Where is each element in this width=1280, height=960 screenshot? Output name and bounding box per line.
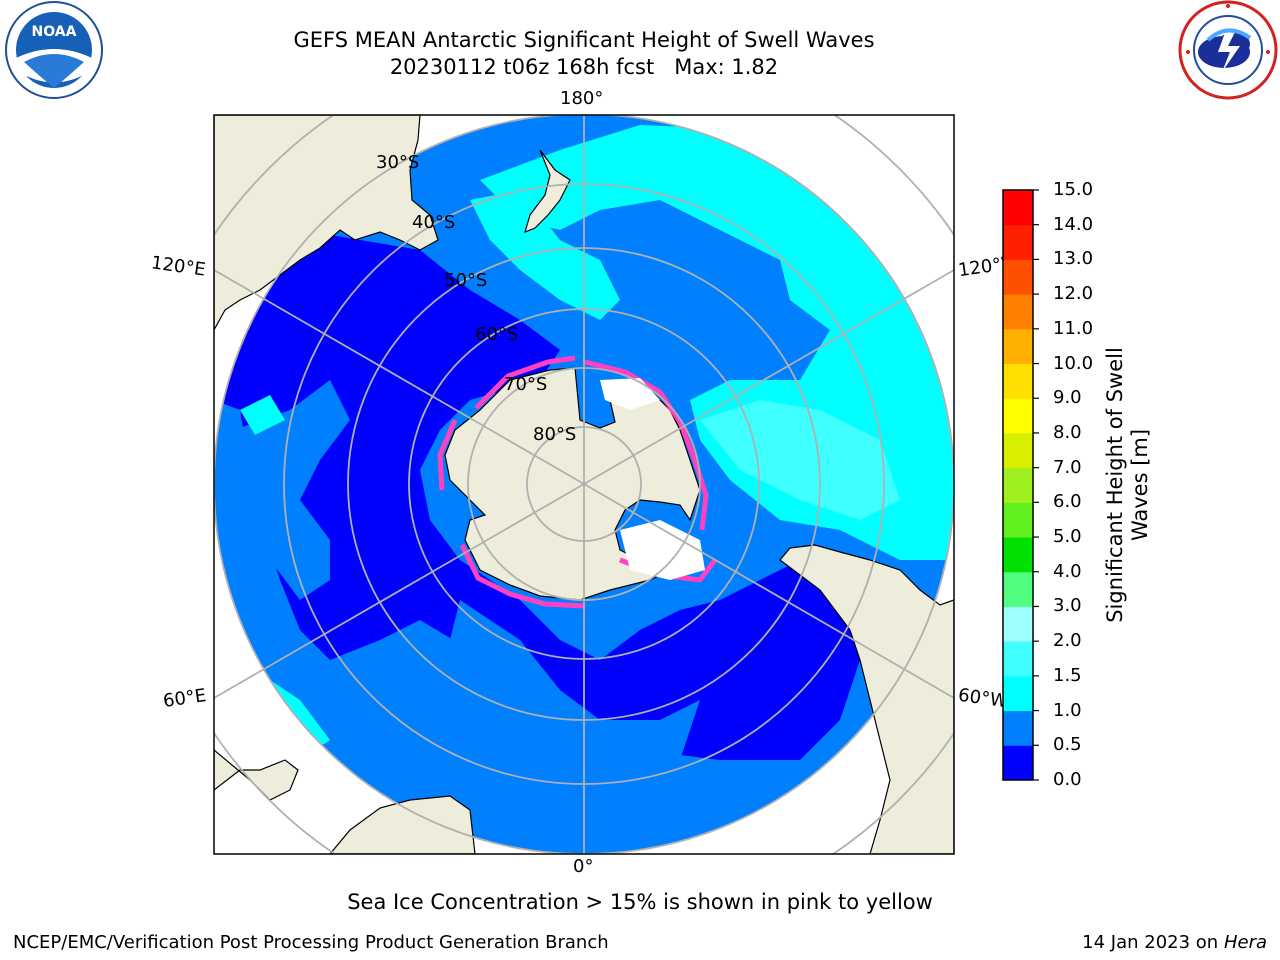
colorbar-tick-label: 11.0	[1053, 317, 1094, 339]
colorbar-segment	[1003, 571, 1033, 607]
colorbar-segment	[1003, 641, 1033, 677]
colorbar-segment	[1003, 710, 1033, 746]
map-frame	[213, 114, 955, 855]
colorbar-tick-label: 14.0	[1053, 213, 1094, 235]
noaa-logo: NOAA	[5, 1, 103, 99]
colorbar-tick-label: 13.0	[1053, 248, 1094, 270]
colorbar-segment	[1003, 537, 1033, 573]
nws-logo	[1178, 0, 1278, 100]
colorbar	[1002, 189, 1039, 781]
lat-label-30s: 30°S	[376, 152, 420, 173]
sea-ice-note-text: Sea Ice Concentration > 15% is shown in …	[347, 890, 933, 914]
sea-ice-note: Sea Ice Concentration > 15% is shown in …	[0, 890, 1280, 914]
colorbar-segment	[1003, 328, 1033, 365]
colorbar-tick-label: 0.5	[1053, 734, 1082, 756]
colorbar-segment	[1003, 398, 1033, 434]
lat-label-80s: 80°S	[533, 424, 577, 445]
colorbar-segment	[1003, 502, 1033, 538]
swell-1.0-1.5-tasman	[470, 190, 620, 320]
colorbar-title-line1: Significant Height of Swell	[1103, 347, 1127, 623]
colorbar-tick-label: 5.0	[1053, 526, 1082, 548]
colorbar-tick-label: 0.0	[1053, 769, 1082, 790]
antarctica	[444, 367, 701, 601]
footer-credit: NCEP/EMC/Verification Post Processing Pr…	[13, 932, 609, 953]
colorbar-tick-label: 4.0	[1053, 560, 1082, 582]
land-masses	[214, 115, 954, 854]
lat-label-40s: 40°S	[412, 212, 456, 233]
lat-label-50s: 50°S	[444, 270, 488, 291]
colorbar-segment	[1003, 606, 1033, 642]
colorbar-segment	[1003, 675, 1033, 712]
footer-date-text: 14 Jan 2023 on	[1082, 932, 1224, 953]
colorbar-tick-label: 6.0	[1053, 491, 1082, 513]
swell-0.5-1.0-west-band	[234, 380, 350, 600]
south-america	[779, 544, 954, 854]
colorbar-tick-label: 1.0	[1053, 699, 1082, 721]
colorbar-segment	[1003, 259, 1033, 295]
lat-label-60s: 60°S	[475, 324, 519, 345]
lon-label-0: 0°	[573, 856, 594, 877]
noaa-logo-text: NOAA	[32, 24, 77, 40]
chart-title: GEFS MEAN Antarctic Significant Height o…	[293, 28, 875, 52]
longitude-lines	[214, 115, 954, 854]
colorbar-tick-label: 15.0	[1053, 179, 1094, 200]
new-zealand	[524, 149, 571, 234]
colorbar-tick-label: 7.0	[1053, 456, 1082, 478]
colorbar-segment	[1003, 745, 1033, 781]
colorbar-segment	[1003, 432, 1033, 469]
footer-date: 14 Jan 2023 on Hera	[1082, 932, 1267, 953]
colorbar-tick-label: 12.0	[1053, 283, 1094, 305]
colorbar-segment	[1003, 363, 1033, 399]
colorbar-segment	[1003, 224, 1033, 260]
colorbar-tick-label: 9.0	[1053, 387, 1082, 409]
swell-1.0-1.5-indian	[240, 395, 285, 435]
chart-subtitle: 20230112 t06z 168h fcst Max: 1.82	[389, 55, 779, 79]
lon-label-180: 180°	[560, 88, 604, 109]
colorbar-title-line2: Waves [m]	[1128, 428, 1152, 542]
lat-label-70s: 70°S	[504, 374, 548, 395]
colorbar-segment	[1003, 467, 1033, 503]
colorbar-title: Significant Height of Swell Waves [m]	[1103, 347, 1153, 623]
colorbar-frame	[1002, 189, 1034, 781]
swell-0.5-1.0-south-band	[440, 600, 700, 790]
colorbar-segment	[1003, 294, 1033, 330]
swell-0-0.5-west	[214, 235, 860, 760]
colorbar-tick-label: 3.0	[1053, 595, 1082, 617]
australia	[214, 115, 439, 331]
africa-south	[329, 795, 476, 854]
colorbar-segment	[1003, 190, 1033, 226]
colorbar-tick-label: 8.0	[1053, 421, 1082, 443]
colorbar-tick-label: 2.0	[1053, 630, 1082, 652]
footer-host: Hera	[1223, 932, 1267, 953]
colorbar-tick-label: 10.0	[1053, 352, 1094, 374]
colorbar-tick-label: 1.5	[1053, 664, 1082, 686]
